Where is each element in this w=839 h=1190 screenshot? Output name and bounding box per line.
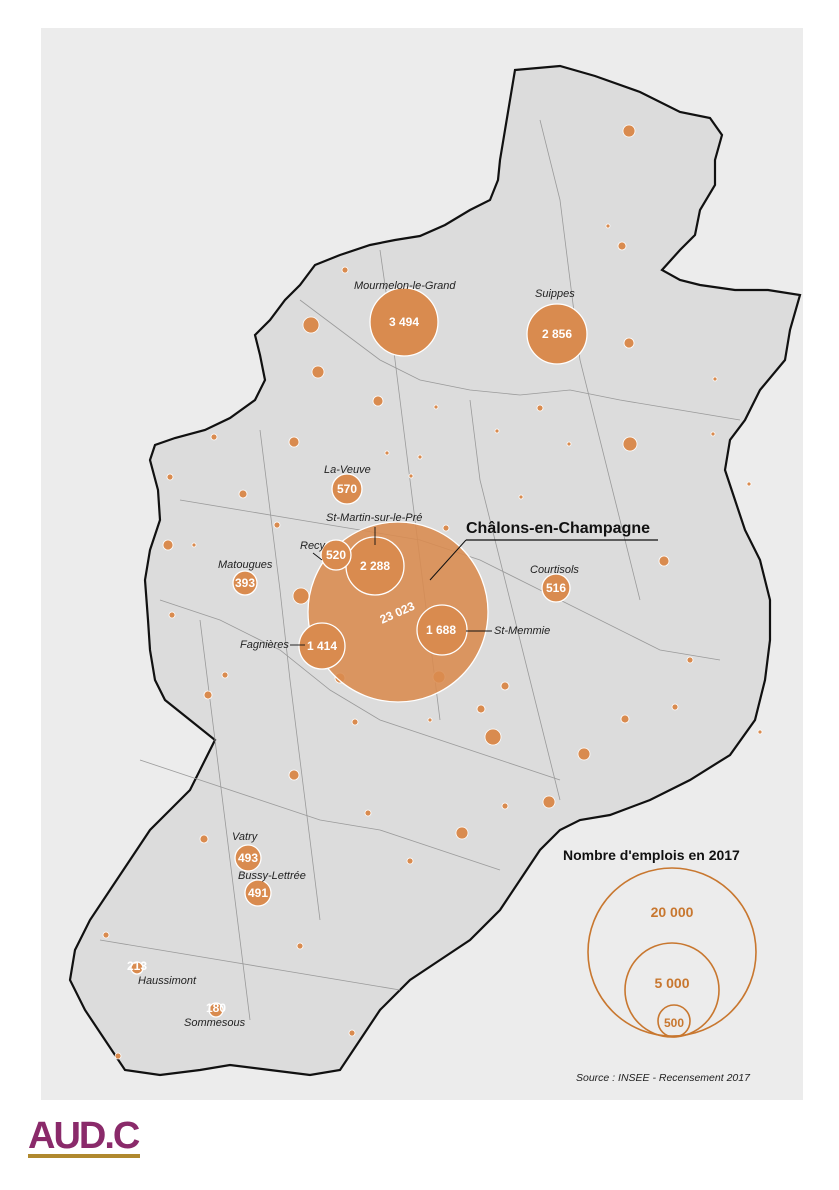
- legend-circle-1: [624, 942, 720, 1038]
- bubble-courtisols: [541, 573, 571, 603]
- small-bubble-42: [296, 942, 304, 950]
- small-bubble-31: [364, 809, 372, 817]
- small-bubble-44: [427, 717, 433, 723]
- small-bubble-19: [671, 703, 679, 711]
- small-bubble-8: [238, 489, 248, 499]
- small-bubble-4: [288, 436, 300, 448]
- small-bubble-15: [288, 769, 300, 781]
- small-bubble-9: [162, 539, 174, 551]
- small-bubble-36: [605, 223, 611, 229]
- legend: [587, 867, 757, 1038]
- small-bubble-55: [536, 404, 544, 412]
- bubble-bussy: [244, 879, 272, 907]
- bubble-fagnieres: [298, 622, 346, 670]
- bubble-matougues: [232, 570, 258, 596]
- bubble-st-memmie: [416, 604, 468, 656]
- small-bubble-7: [166, 473, 174, 481]
- small-bubble-33: [501, 802, 509, 810]
- small-bubble-37: [617, 241, 627, 251]
- bubble-st-martin: [345, 536, 405, 596]
- small-bubble-0: [622, 124, 636, 138]
- small-bubble-47: [757, 729, 763, 735]
- bubble-recy: [320, 539, 352, 571]
- small-bubble-21: [710, 431, 716, 437]
- small-bubble-13: [484, 728, 502, 746]
- small-bubble-49: [500, 681, 510, 691]
- small-bubble-50: [221, 671, 229, 679]
- small-bubble-51: [191, 542, 197, 548]
- small-bubble-43: [348, 1029, 356, 1037]
- bubble-mourmelon: [369, 287, 439, 357]
- small-bubble-24: [433, 404, 439, 410]
- small-bubble-17: [455, 826, 469, 840]
- small-bubble-54: [518, 494, 524, 500]
- small-bubble-14: [577, 747, 591, 761]
- legend-circle-0: [587, 867, 757, 1037]
- small-bubble-25: [494, 428, 500, 434]
- small-bubble-41: [102, 931, 110, 939]
- small-bubble-27: [417, 454, 423, 460]
- small-bubble-53: [408, 473, 414, 479]
- small-bubble-38: [341, 266, 349, 274]
- small-bubble-34: [623, 337, 635, 349]
- small-bubble-35: [712, 376, 718, 382]
- small-bubble-23: [566, 441, 572, 447]
- small-bubble-2: [311, 365, 325, 379]
- small-bubble-3: [372, 395, 384, 407]
- small-bubble-6: [210, 433, 218, 441]
- small-bubble-28: [384, 450, 390, 456]
- small-bubble-45: [351, 718, 359, 726]
- small-bubble-40: [114, 1052, 122, 1060]
- bubble-haussimont: [130, 961, 144, 975]
- small-bubble-12: [203, 690, 213, 700]
- small-bubble-22: [746, 481, 752, 487]
- small-bubble-5: [622, 436, 638, 452]
- legend-circle-2: [657, 1004, 691, 1038]
- logo-underline: [28, 1154, 140, 1158]
- logo-text: AUD.C: [28, 1115, 140, 1157]
- small-bubble-20: [658, 555, 670, 567]
- small-bubble-39: [199, 834, 209, 844]
- bubble-vatry: [234, 844, 262, 872]
- bubble-suippes: [526, 303, 588, 365]
- bubble-sommesous: [208, 1002, 224, 1018]
- small-bubble-11: [168, 611, 176, 619]
- small-bubble-26: [442, 524, 450, 532]
- bubble-la-veuve: [331, 473, 363, 505]
- small-bubble-46: [620, 714, 630, 724]
- small-bubble-16: [542, 795, 556, 809]
- small-bubble-10: [292, 587, 310, 605]
- small-bubble-32: [406, 857, 414, 865]
- aud-logo: AUD.C: [28, 1112, 148, 1162]
- small-bubble-48: [686, 656, 694, 664]
- small-bubble-18: [476, 704, 486, 714]
- small-bubble-1: [302, 316, 320, 334]
- small-bubble-52: [273, 521, 281, 529]
